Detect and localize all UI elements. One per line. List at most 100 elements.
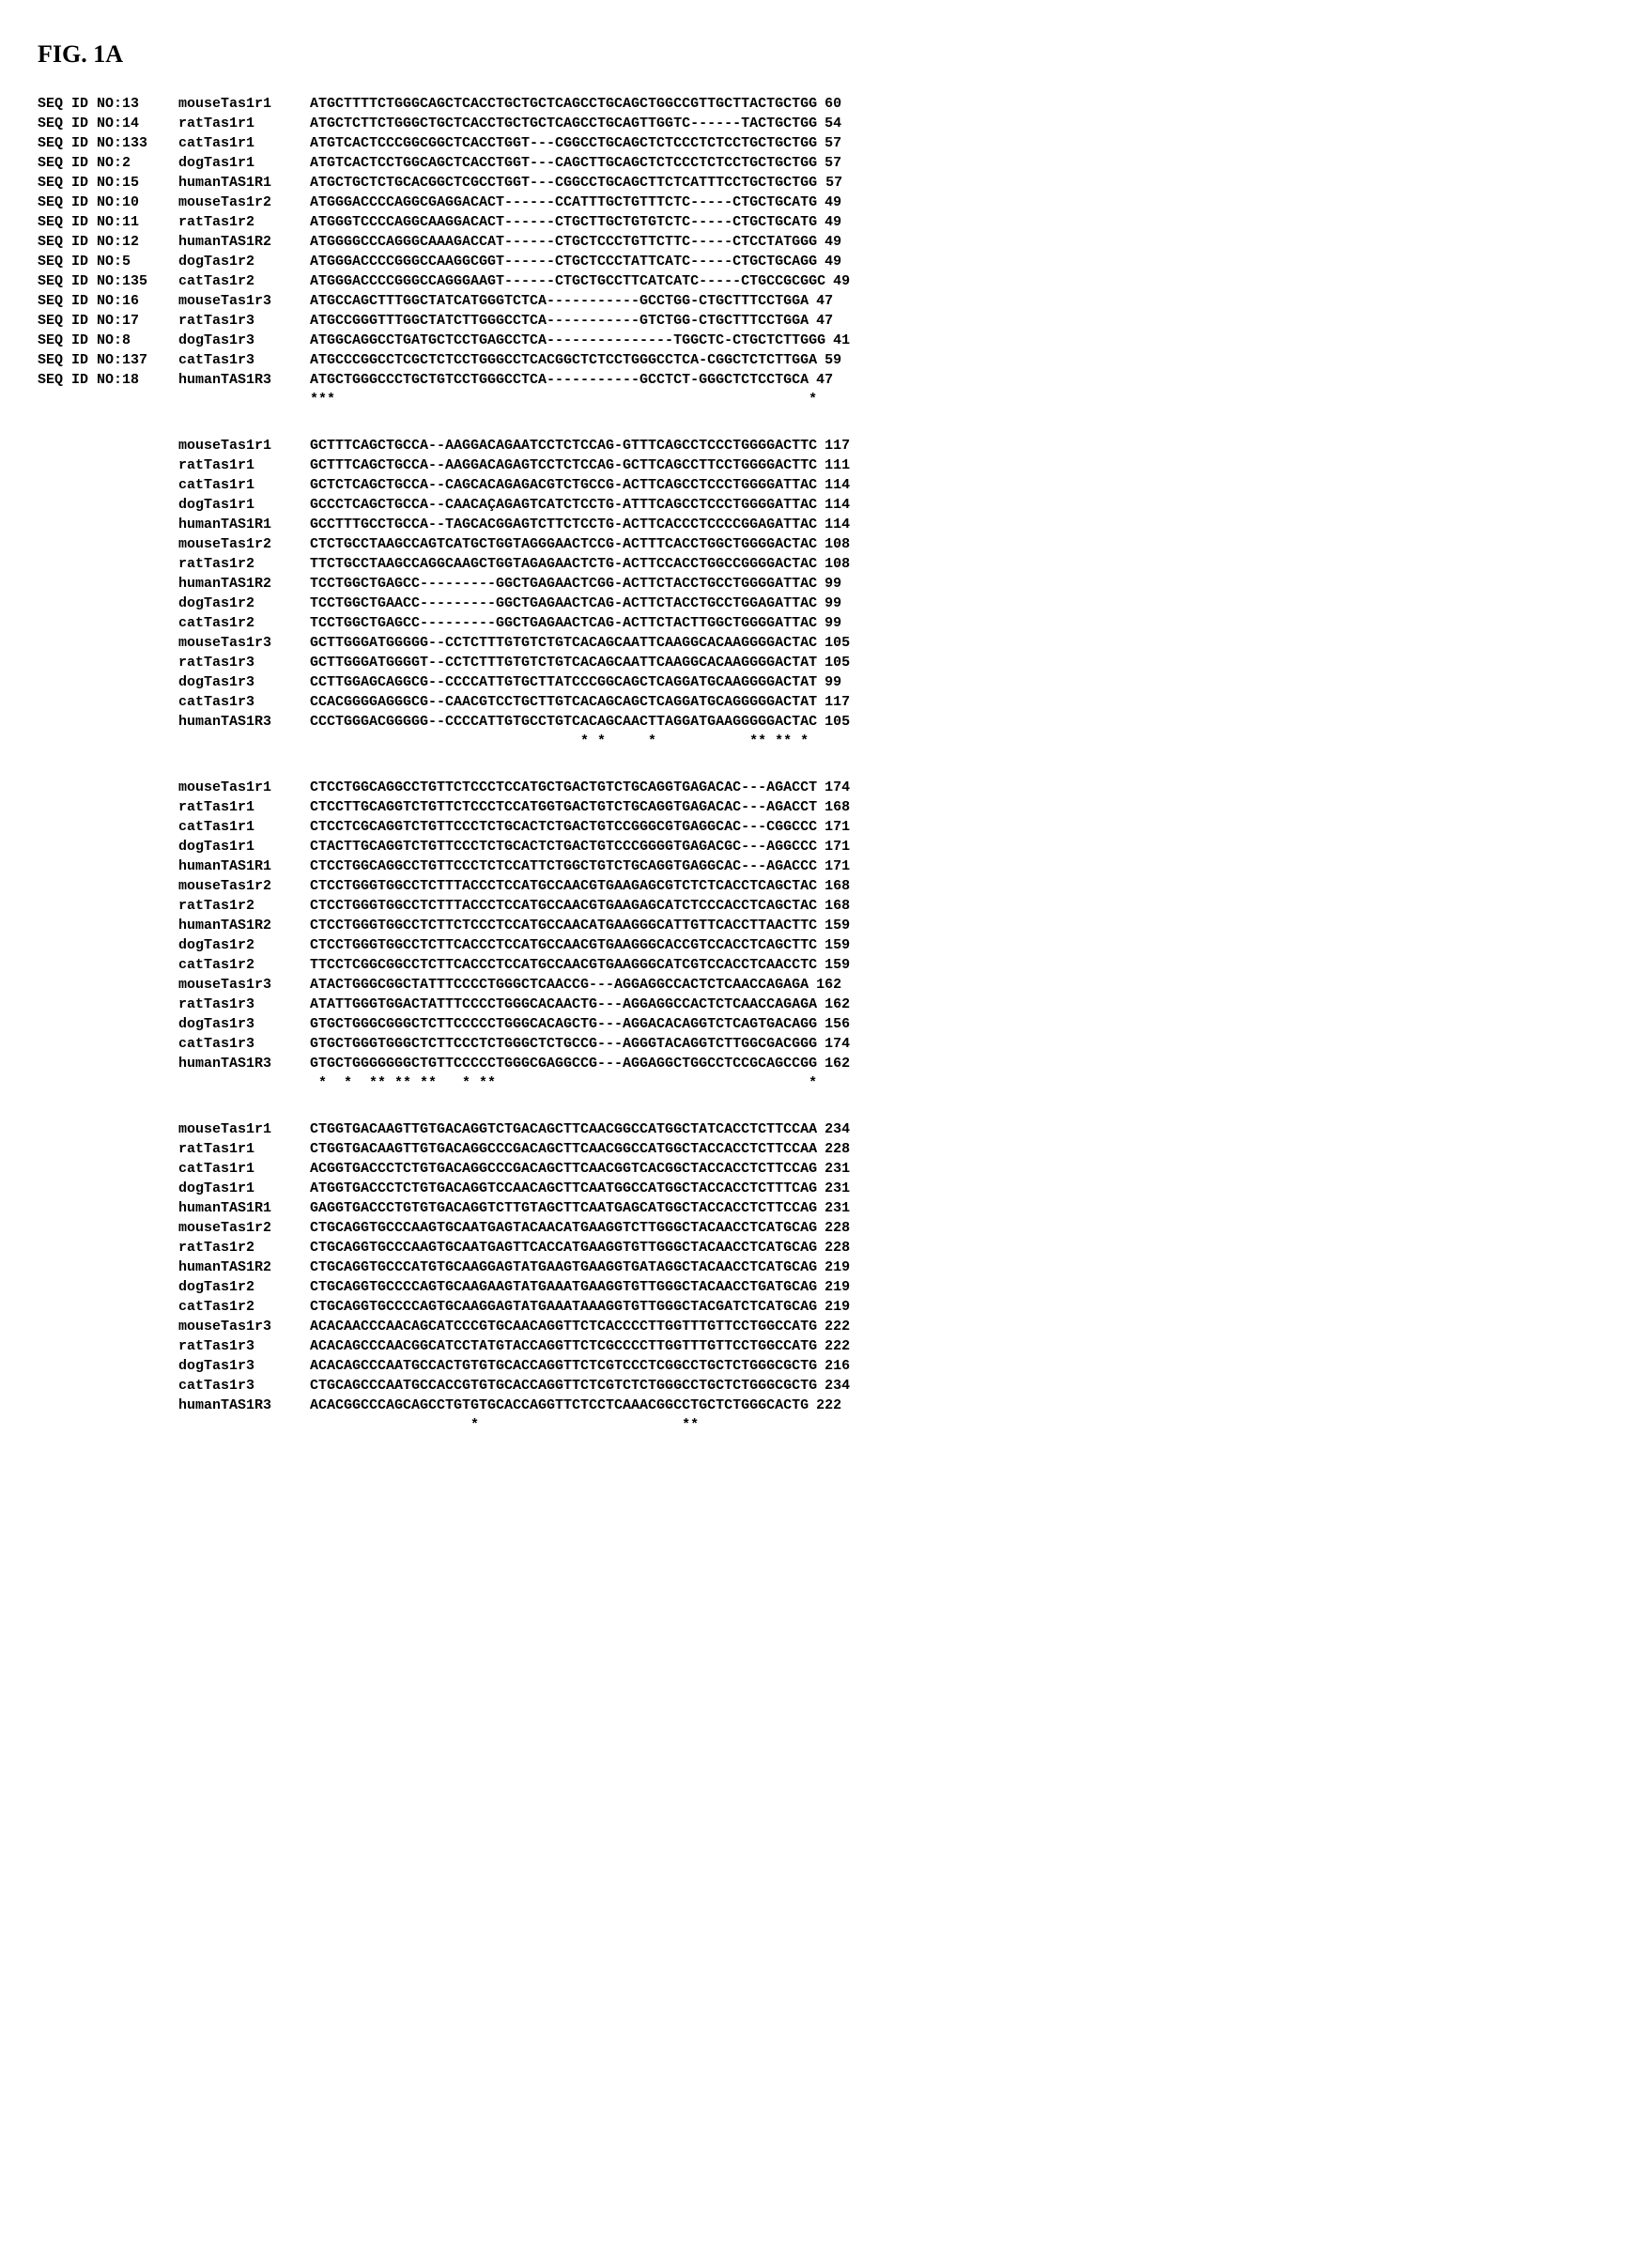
- sequence-text: TCCTGGCTGAGCC---------GGCTGAGAACTCAG-ACT…: [310, 613, 817, 633]
- sequence-text: GCCCTCAGCTGCCA--CAACAÇAGAGTCATCTCCTG-ATT…: [310, 495, 817, 515]
- gene-name-label: mouseTas1r1: [178, 1119, 310, 1139]
- sequence-text: CTGCAGGTGCCCCAGTGCAAGAAGTATGAAATGAAGGTGT…: [310, 1277, 817, 1297]
- sequence-text: ACACAGCCCAATGCCACTGTGTGCACCAGGTTCTCGTCCC…: [310, 1356, 817, 1376]
- seq-id-label: [38, 975, 178, 995]
- sequence-text: GCTCTCAGCTGCCA--CAGCACAGAGACGTCTGCCG-ACT…: [310, 475, 817, 495]
- position-label: 168: [817, 797, 862, 817]
- position-label: 105: [817, 712, 862, 732]
- position-label: 222: [809, 1396, 854, 1415]
- gene-name-label: ratTas1r3: [178, 995, 310, 1014]
- alignment-block: SEQ ID NO:13mouseTas1r1ATGCTTTTCTGGGCAGC…: [38, 94, 1611, 409]
- position-label: 117: [817, 692, 862, 712]
- seq-id-label: SEQ ID NO:133: [38, 133, 178, 153]
- gene-name-label: catTas1r3: [178, 1376, 310, 1396]
- sequence-text: TCCTGGCTGAGCC---------GGCTGAGAACTCGG-ACT…: [310, 574, 817, 594]
- alignment-row: humanTAS1R1GCCTTTGCCTGCCA--TAGCACGGAGTCT…: [38, 515, 1611, 534]
- position-label: 234: [817, 1376, 862, 1396]
- sequence-text: ACACAACCCAACAGCATCCCGTGCAACAGGTTCTCACCCC…: [310, 1317, 817, 1336]
- seq-id-label: [38, 1238, 178, 1257]
- position-label: 219: [817, 1257, 862, 1277]
- seq-id-label: [38, 797, 178, 817]
- position-label: 99: [817, 574, 862, 594]
- seq-id-label: [38, 1336, 178, 1356]
- alignment-row: SEQ ID NO:135catTas1r2ATGGGACCCCGGGCCAGG…: [38, 271, 1611, 291]
- seq-id-label: [38, 455, 178, 475]
- seq-id-label: [38, 1119, 178, 1139]
- alignment-row: SEQ ID NO:11ratTas1r2ATGGGTCCCCAGGCAAGGA…: [38, 212, 1611, 232]
- position-label: 49: [817, 193, 862, 212]
- seq-id-label: [38, 817, 178, 837]
- gene-name-label: humanTAS1R1: [178, 173, 310, 193]
- sequence-text: ACACGGCCCAGCAGCCTGTGTGCACCAGGTTCTCCTCAAA…: [310, 1396, 809, 1415]
- alignment-row: humanTAS1R2CTGCAGGTGCCCATGTGCAAGGAGTATGA…: [38, 1257, 1611, 1277]
- alignment-row: mouseTas1r1GCTTTCAGCTGCCA--AAGGACAGAATCC…: [38, 436, 1611, 455]
- alignment-row: dogTas1r2TCCTGGCTGAACC---------GGCTGAGAA…: [38, 594, 1611, 613]
- gene-name-label: catTas1r2: [178, 613, 310, 633]
- alignment-row: SEQ ID NO:133catTas1r1ATGTCACTCCCGGCGGCT…: [38, 133, 1611, 153]
- seq-id-label: SEQ ID NO:11: [38, 212, 178, 232]
- sequence-text: ATGTCACTCCCGGCGGCTCACCTGGT---CGGCCTGCAGC…: [310, 133, 817, 153]
- gene-name-label: ratTas1r3: [178, 1336, 310, 1356]
- spacer: [178, 732, 310, 751]
- gene-name-label: mouseTas1r2: [178, 193, 310, 212]
- position-label: 159: [817, 955, 862, 975]
- sequence-alignment-container: SEQ ID NO:13mouseTas1r1ATGCTTTTCTGGGCAGC…: [38, 94, 1611, 1435]
- position-label: 162: [809, 975, 854, 995]
- seq-id-label: [38, 633, 178, 653]
- seq-id-label: [38, 955, 178, 975]
- alignment-row: ratTas1r2TTCTGCCTAAGCCAGGCAAGCTGGTAGAGAA…: [38, 554, 1611, 574]
- gene-name-label: humanTAS1R1: [178, 1198, 310, 1218]
- sequence-text: ATGCTTTTCTGGGCAGCTCACCTGCTGCTCAGCCTGCAGC…: [310, 94, 817, 114]
- seq-id-label: [38, 1218, 178, 1238]
- alignment-row: SEQ ID NO:17ratTas1r3ATGCCGGGTTTGGCTATCT…: [38, 311, 1611, 331]
- alignment-row: dogTas1r2CTCCTGGGTGGCCTCTTCACCCTCCATGCCA…: [38, 935, 1611, 955]
- alignment-row: humanTAS1R1GAGGTGACCCTGTGTGACAGGTCTTGTAG…: [38, 1198, 1611, 1218]
- position-label: 47: [809, 291, 854, 311]
- sequence-text: GCTTGGGATGGGGG--CCTCTTTGTGTCTGTCACAGCAAT…: [310, 633, 817, 653]
- sequence-text: ATACTGGGCGGCTATTTCCCCTGGGCTCAACCG---AGGA…: [310, 975, 809, 995]
- spacer: [38, 1073, 178, 1093]
- sequence-text: ATGGGGCCCAGGGCAAAGACCAT------CTGCTCCCTGT…: [310, 232, 817, 252]
- seq-id-label: [38, 916, 178, 935]
- seq-id-label: SEQ ID NO:13: [38, 94, 178, 114]
- sequence-text: ATATTGGGTGGACTATTTCCCCTGGGCACAACTG---AGG…: [310, 995, 817, 1014]
- seq-id-label: [38, 495, 178, 515]
- sequence-text: TTCCTCGGCGGCCTCTTCACCCTCCATGCCAACGTGAAGG…: [310, 955, 817, 975]
- gene-name-label: humanTAS1R2: [178, 574, 310, 594]
- seq-id-label: [38, 534, 178, 554]
- position-label: 219: [817, 1277, 862, 1297]
- gene-name-label: ratTas1r2: [178, 554, 310, 574]
- sequence-text: GCTTGGGATGGGGT--CCTCTTTGTGTCTGTCACAGCAAT…: [310, 653, 817, 672]
- alignment-row: ratTas1r2CTGCAGGTGCCCAAGTGCAATGAGTTCACCA…: [38, 1238, 1611, 1257]
- position-label: 162: [817, 1054, 862, 1073]
- position-label: 41: [825, 331, 871, 350]
- gene-name-label: dogTas1r1: [178, 837, 310, 856]
- alignment-row: SEQ ID NO:2dogTas1r1ATGTCACTCCTGGCAGCTCA…: [38, 153, 1611, 173]
- position-label: 60: [817, 94, 862, 114]
- alignment-row: SEQ ID NO:12humanTAS1R2ATGGGGCCCAGGGCAAA…: [38, 232, 1611, 252]
- alignment-row: catTas1r1ACGGTGACCCTCTGTGACAGGCCCGACAGCT…: [38, 1159, 1611, 1179]
- conservation-stars: * * ** ** ** * ** *: [310, 1073, 817, 1093]
- alignment-row: dogTas1r3ACACAGCCCAATGCCACTGTGTGCACCAGGT…: [38, 1356, 1611, 1376]
- sequence-text: ATGCCAGCTTTGGCTATCATGGGTCTCA-----------G…: [310, 291, 809, 311]
- position-label: 105: [817, 633, 862, 653]
- seq-id-label: [38, 1159, 178, 1179]
- gene-name-label: dogTas1r1: [178, 1179, 310, 1198]
- gene-name-label: mouseTas1r1: [178, 94, 310, 114]
- alignment-row: dogTas1r1CTACTTGCAGGTCTGTTCCCTCTGCACTCTG…: [38, 837, 1611, 856]
- alignment-row: SEQ ID NO:13mouseTas1r1ATGCTTTTCTGGGCAGC…: [38, 94, 1611, 114]
- position-label: 228: [817, 1218, 862, 1238]
- gene-name-label: humanTAS1R3: [178, 1396, 310, 1415]
- conservation-stars-row: * * * ** ** *: [38, 732, 1611, 751]
- alignment-row: mouseTas1r3ATACTGGGCGGCTATTTCCCCTGGGCTCA…: [38, 975, 1611, 995]
- figure-title: FIG. 1A: [38, 38, 1611, 71]
- gene-name-label: catTas1r1: [178, 817, 310, 837]
- gene-name-label: dogTas1r1: [178, 495, 310, 515]
- seq-id-label: SEQ ID NO:17: [38, 311, 178, 331]
- sequence-text: CTGCAGCCCAATGCCACCGTGTGCACCAGGTTCTCGTCTC…: [310, 1376, 817, 1396]
- alignment-row: mouseTas1r2CTGCAGGTGCCCAAGTGCAATGAGTACAA…: [38, 1218, 1611, 1238]
- gene-name-label: mouseTas1r2: [178, 1218, 310, 1238]
- seq-id-label: SEQ ID NO:15: [38, 173, 178, 193]
- sequence-text: ATGCTGGGCCCTGCTGTCCTGGGCCTCA-----------G…: [310, 370, 809, 390]
- sequence-text: ATGGCAGGCCTGATGCTCCTGAGCCTCA------------…: [310, 331, 825, 350]
